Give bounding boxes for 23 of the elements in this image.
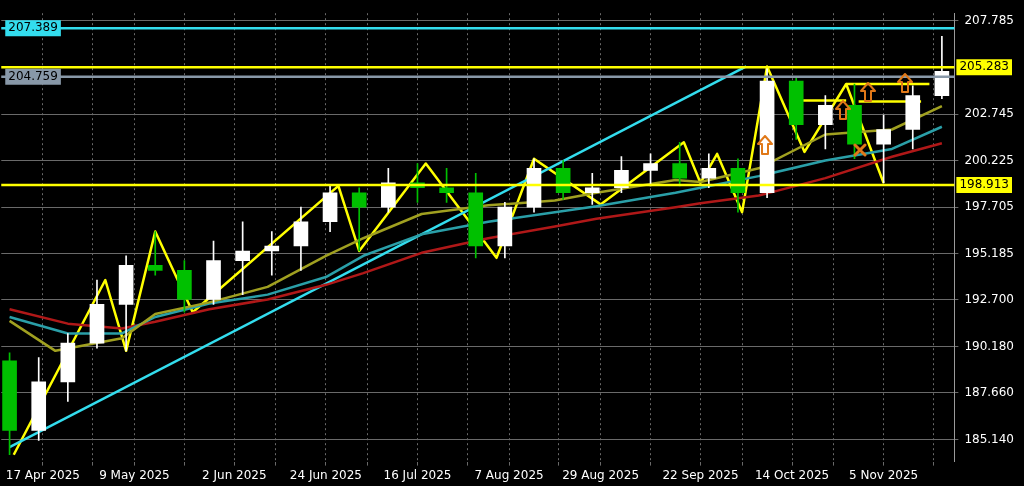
- y-tick-label: 207.785: [964, 13, 1014, 27]
- x-tick-label: 16 Jul 2025: [383, 467, 452, 482]
- x-tick-label: 9 May 2025: [99, 467, 170, 482]
- x-tick-label: 24 Jun 2025: [289, 467, 362, 482]
- y-tick-label: 185.140: [964, 431, 1014, 446]
- x-tick-label: 7 Aug 2025: [474, 467, 544, 482]
- x-tick-label: 5 Nov 2025: [849, 467, 919, 482]
- y-tick-label: 192.700: [964, 291, 1014, 306]
- x-tick-label: 17 Apr 2025: [5, 467, 80, 482]
- y-tick-label: 200.225: [964, 152, 1014, 167]
- ref-line-label: 205.283: [959, 59, 1009, 74]
- y-tick-label: 187.660: [964, 385, 1014, 400]
- x-tick-label: 29 Aug 2025: [562, 467, 640, 482]
- y-tick-label: 197.705: [964, 199, 1014, 214]
- x-tick-label: 2 Jun 2025: [202, 467, 267, 482]
- ref-line-label: 198.913: [959, 177, 1009, 192]
- ref-line-label: 204.759: [8, 68, 58, 83]
- y-tick-label: 190.180: [964, 338, 1014, 353]
- y-tick-label: 195.185: [964, 245, 1014, 260]
- ref-line-label: 207.389: [8, 20, 58, 35]
- x-tick-label: 14 Oct 2025: [754, 467, 830, 482]
- x-tick-label: 22 Sep 2025: [662, 467, 739, 482]
- y-tick-label: 202.745: [964, 106, 1014, 121]
